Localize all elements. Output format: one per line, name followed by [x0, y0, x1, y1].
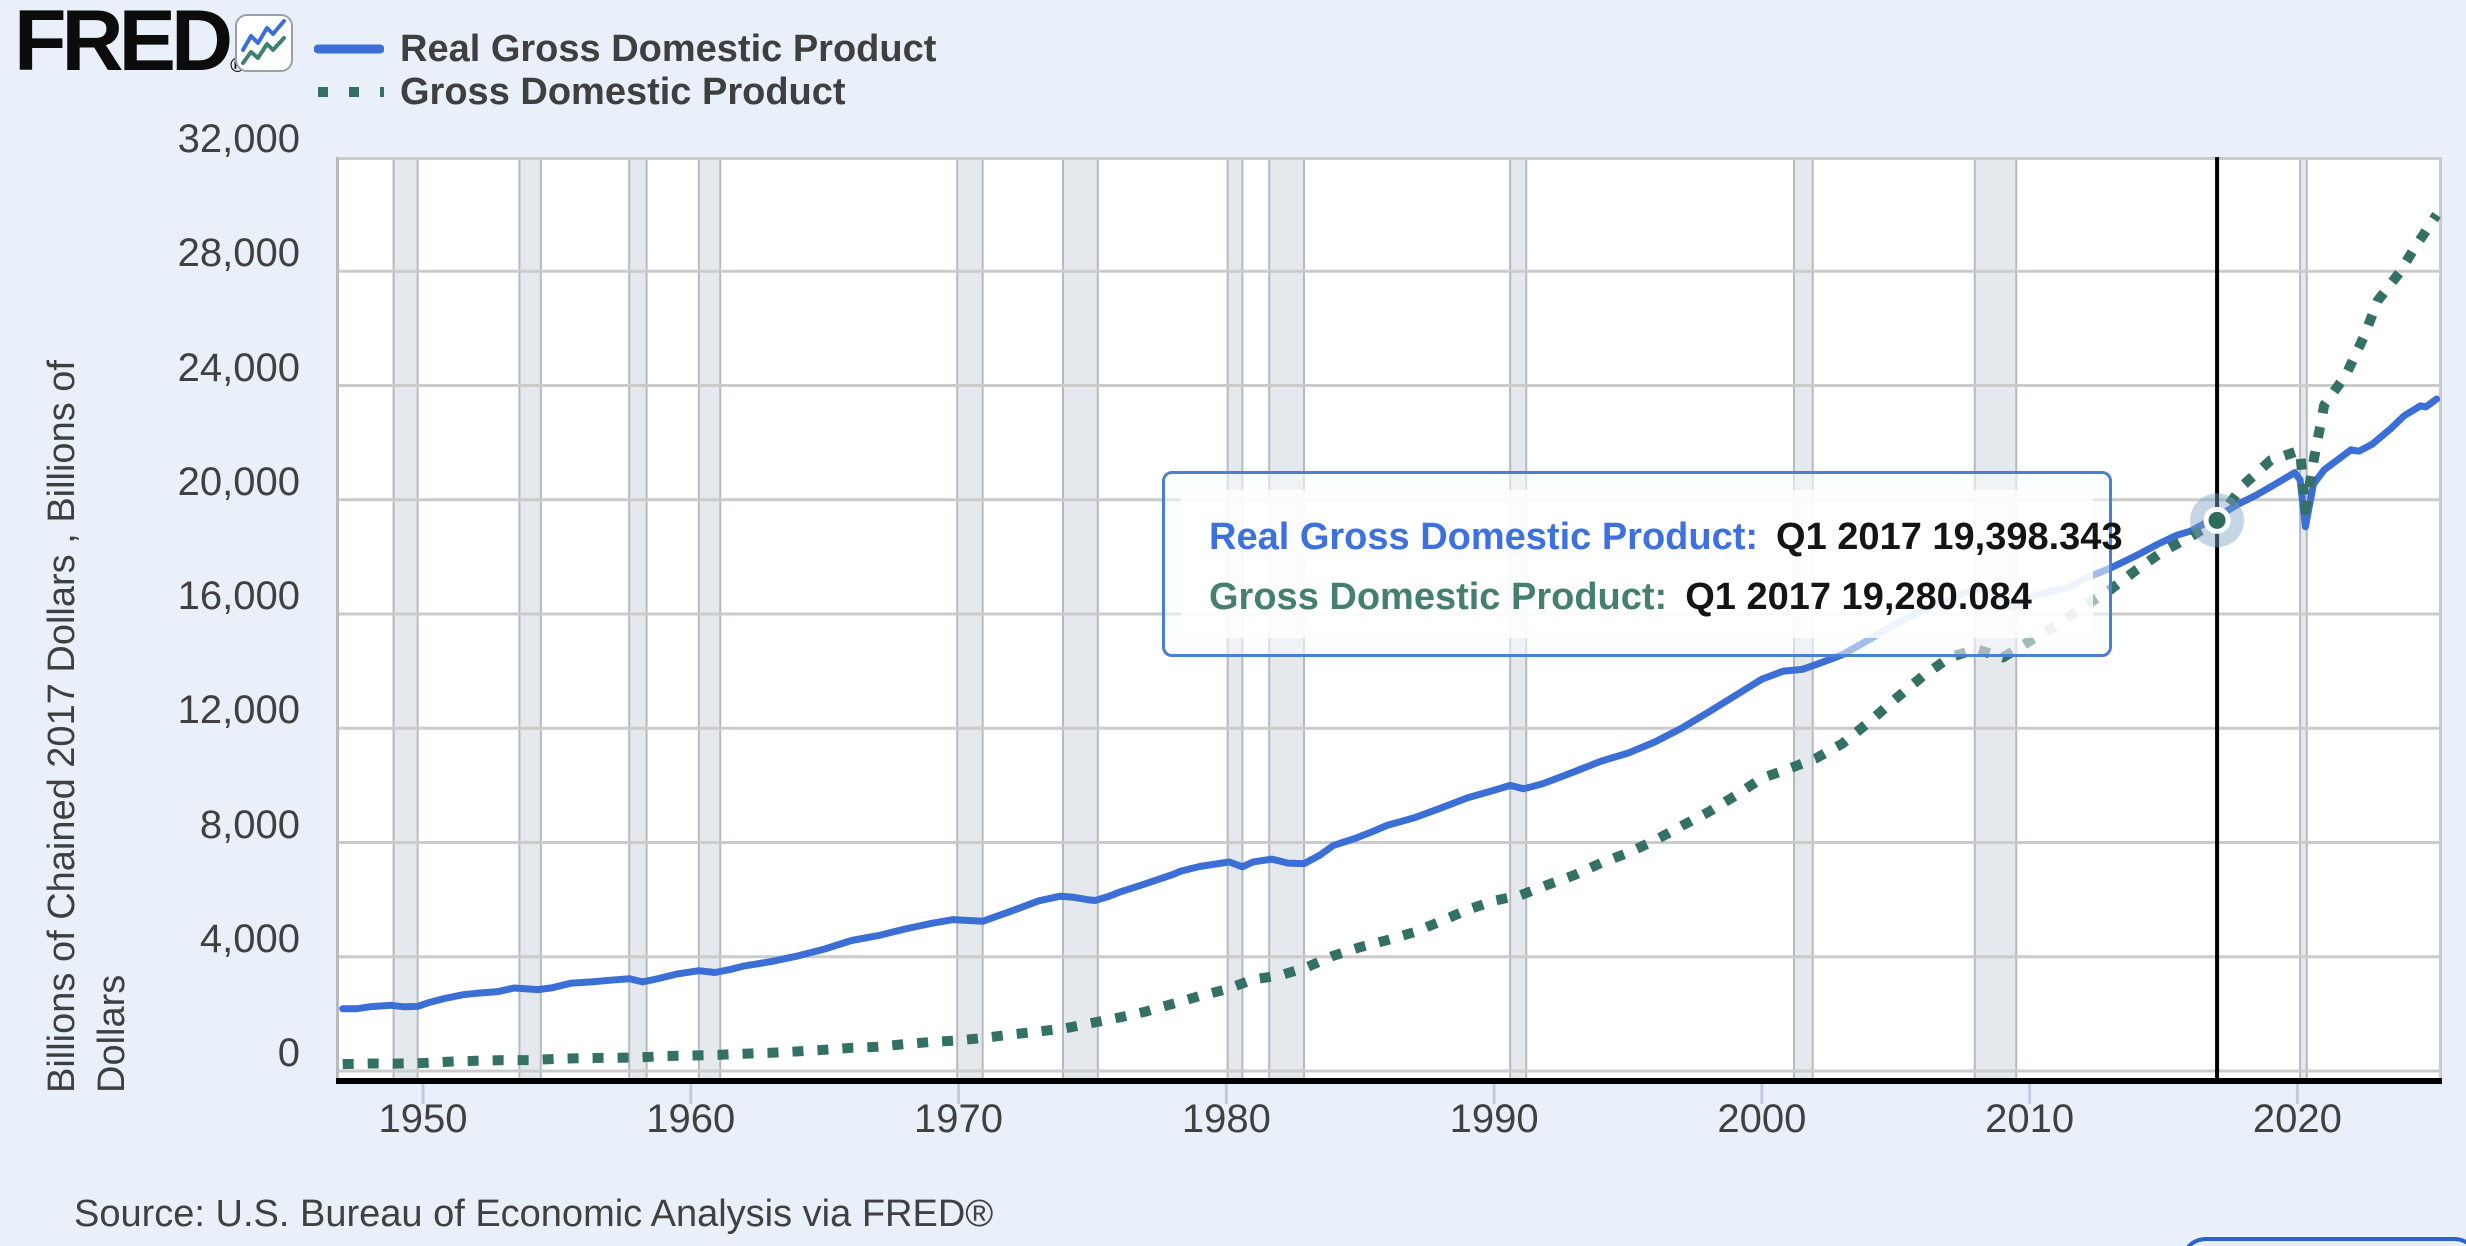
tooltip-series-value: Q1 2017 19,280.084 — [1685, 576, 2032, 618]
y-axis-title-line1: Billions of Chained 2017 Dollars , Billi… — [41, 360, 83, 1093]
y-axis-tick-label: 20,000 — [177, 459, 300, 504]
legend-item-real-gdp: Real Gross Domestic Product — [314, 27, 936, 71]
recession-band — [519, 157, 541, 1078]
y-axis-tick-label: 4,000 — [199, 916, 300, 961]
recession-band — [393, 157, 418, 1078]
x-axis-tick-label: 1980 — [1181, 1097, 1271, 1141]
legend-item-gdp: Gross Domestic Product — [314, 70, 846, 114]
recession-band — [2300, 157, 2307, 1078]
series-line-gdp[interactable] — [342, 212, 2441, 1070]
fred-logo-text: FRED — [14, 0, 233, 89]
tooltip-series-label: Real Gross Domestic Product: — [1209, 516, 1759, 558]
x-axis-tick-label: 2010 — [1985, 1097, 2075, 1141]
fred-chart-icon-graphic — [241, 19, 286, 65]
recession-band — [957, 157, 983, 1078]
tooltip-background — [1181, 490, 2093, 638]
tooltip-series-label: Gross Domestic Product: — [1209, 576, 1668, 618]
x-axis-tick-label: 2000 — [1717, 1097, 1807, 1141]
y-axis-tick-label: 16,000 — [177, 574, 300, 618]
y-axis-tick-label: 8,000 — [199, 802, 300, 847]
recession-band — [698, 157, 721, 1078]
x-axis-tick-label: 1960 — [646, 1097, 736, 1141]
hover-marker-dot — [2203, 506, 2231, 534]
legend-swatch-solid-line — [314, 44, 384, 54]
source-attribution: Source: U.S. Bureau of Economic Analysis… — [74, 1193, 994, 1235]
x-axis-tick-label: 1990 — [1449, 1097, 1539, 1141]
fred-logo[interactable]: FRED® — [14, 0, 245, 116]
fred-chart-icon[interactable] — [235, 14, 293, 72]
x-axis-tick-label: 1950 — [378, 1097, 468, 1141]
y-axis-tick-label: 12,000 — [177, 688, 300, 733]
tooltip-series-value: Q1 2017 19,398.343 — [1776, 516, 2123, 558]
hover-tooltip: Real Gross Domestic Product: Q1 2017 19,3… — [1162, 471, 2123, 657]
x-axis-tick-label: 2020 — [2252, 1097, 2342, 1141]
x-axis-tick-label: 1970 — [914, 1097, 1004, 1141]
y-axis-tick-label: 32,000 — [177, 117, 300, 161]
y-axis-tick-label: 0 — [277, 1031, 300, 1075]
recession-band — [629, 157, 647, 1078]
series-line-real-gdp[interactable] — [339, 395, 2441, 1013]
y-axis-tick-label: 28,000 — [177, 231, 300, 276]
tooltip-row-real-gdp: Real Gross Domestic Product: Q1 2017 19,3… — [1209, 514, 2123, 560]
partially-visible-button[interactable] — [2180, 1237, 2466, 1246]
tooltip-row-gdp: Gross Domestic Product: Q1 2017 19,280.08… — [1209, 574, 2032, 620]
legend-label-real-gdp: Real Gross Domestic Product — [400, 28, 937, 70]
legend-label-gdp: Gross Domestic Product — [400, 71, 846, 113]
legend-swatch-dotted-line — [318, 87, 384, 97]
recession-band — [1062, 157, 1098, 1078]
y-axis-tick-label: 24,000 — [177, 345, 300, 390]
x-axis-line — [336, 1078, 2442, 1084]
